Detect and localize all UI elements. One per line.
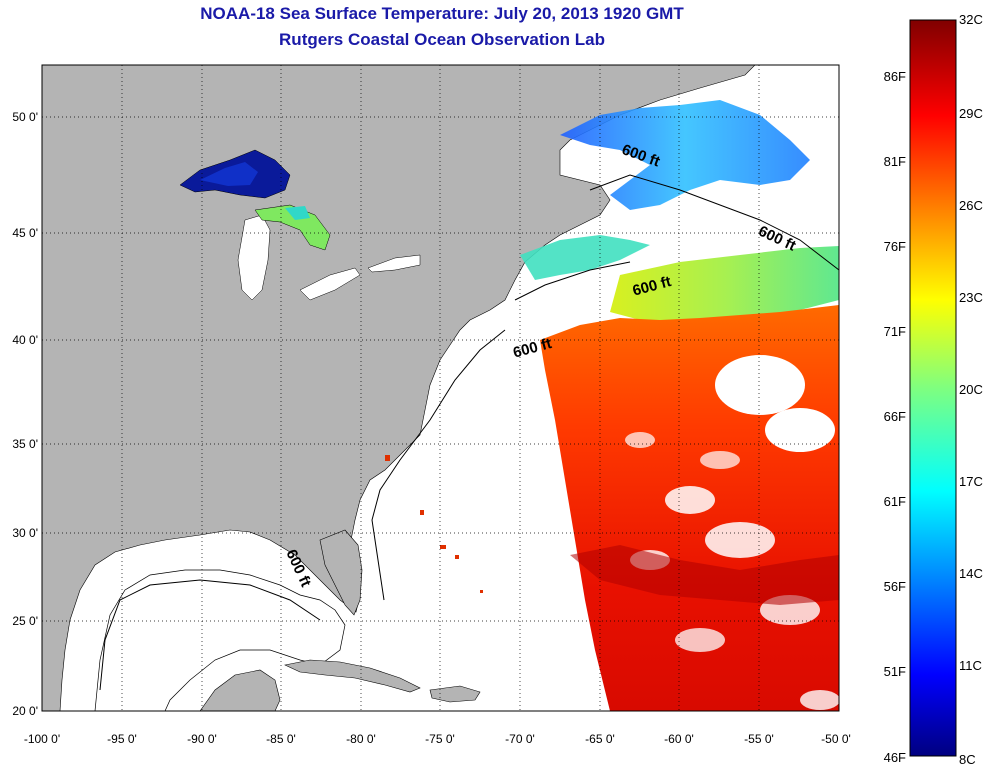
y-axis-ticks: 20 0' 25 0' 30 0' 35 0' 40 0' 45 0' 50 0… — [12, 110, 38, 718]
x-tick-label: -50 0' — [821, 732, 851, 746]
colorbar-label-c: 23C — [959, 290, 983, 305]
sst-scotian-shelf — [520, 235, 650, 280]
colorbar-fahrenheit-labels: 86F 81F 76F 71F 66F 61F 56F 51F 46F — [884, 69, 906, 765]
colorbar-label-c: 29C — [959, 106, 983, 121]
lake-huron-bay — [285, 206, 310, 220]
colorbar-label-f: 46F — [884, 750, 906, 765]
x-tick-label: -60 0' — [664, 732, 694, 746]
colorbar-label-c: 20C — [959, 382, 983, 397]
x-tick-label: -75 0' — [425, 732, 455, 746]
y-tick-label: 20 0' — [12, 704, 38, 718]
x-tick-label: -90 0' — [187, 732, 217, 746]
x-tick-label: -80 0' — [346, 732, 376, 746]
land-yucatan — [199, 669, 281, 711]
lake-ontario — [367, 254, 421, 273]
sst-northern-band — [610, 246, 839, 322]
colorbar-label-f: 51F — [884, 664, 906, 679]
colorbar-label-f: 71F — [884, 324, 906, 339]
x-tick-label: -85 0' — [266, 732, 296, 746]
x-tick-label: -65 0' — [585, 732, 615, 746]
colorbar — [909, 19, 957, 757]
colorbar-label-f: 86F — [884, 69, 906, 84]
y-tick-label: 35 0' — [12, 437, 38, 451]
colorbar-label-f: 61F — [884, 494, 906, 509]
y-tick-label: 40 0' — [12, 333, 38, 347]
sst-warm-core — [570, 545, 839, 605]
colorbar-label-f: 76F — [884, 239, 906, 254]
x-axis-ticks: -100 0' -95 0' -90 0' -85 0' -80 0' -75 … — [24, 732, 851, 746]
y-tick-label: 30 0' — [12, 526, 38, 540]
sst-gulf-st-lawrence — [560, 100, 810, 210]
colorbar-label-f: 66F — [884, 409, 906, 424]
colorbar-label-c: 14C — [959, 566, 983, 581]
colorbar-celsius-labels: 32C 29C 26C 23C 20C 17C 14C 11C 8C — [959, 12, 983, 767]
colorbar-label-f: 56F — [884, 579, 906, 594]
colorbar-label-c: 8C — [959, 752, 976, 767]
colorbar-label-f: 81F — [884, 154, 906, 169]
map-subtitle: Rutgers Coastal Ocean Observation Lab — [279, 30, 605, 49]
map-title: NOAA-18 Sea Surface Temperature: July 20… — [200, 4, 684, 23]
map-border — [41, 64, 840, 712]
land-florida — [319, 529, 363, 616]
map-grid — [42, 65, 839, 711]
lake-superior-shade — [200, 162, 258, 186]
gulf-of-mexico — [94, 569, 346, 711]
sst-scattered-pixels — [385, 455, 483, 593]
colorbar-label-c: 26C — [959, 198, 983, 213]
x-tick-label: -55 0' — [744, 732, 774, 746]
lake-erie — [299, 267, 361, 301]
y-tick-label: 45 0' — [12, 226, 38, 240]
land-north-america — [42, 65, 756, 711]
colorbar-label-c: 17C — [959, 474, 983, 489]
x-tick-label: -70 0' — [505, 732, 535, 746]
land-cuba — [284, 659, 421, 693]
land-hispaniola — [429, 685, 481, 703]
colorbar-label-c: 32C — [959, 12, 983, 27]
x-tick-label: -95 0' — [107, 732, 137, 746]
y-tick-label: 50 0' — [12, 110, 38, 124]
y-tick-label: 25 0' — [12, 614, 38, 628]
isobath-600ft — [99, 174, 839, 691]
colorbar-label-c: 11C — [959, 658, 982, 673]
x-tick-label: -100 0' — [24, 732, 60, 746]
